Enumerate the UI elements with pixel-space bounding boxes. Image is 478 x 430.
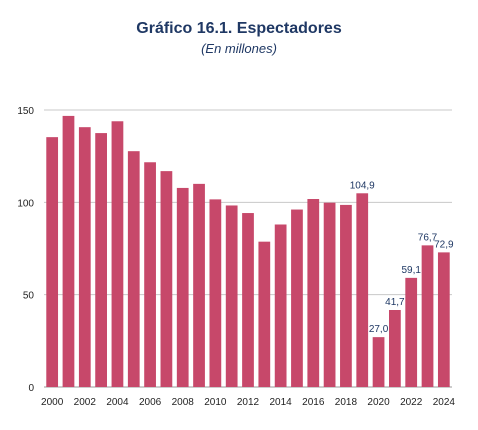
- x-tick-label: 2000: [41, 397, 64, 408]
- x-tick-label: 2022: [400, 397, 423, 408]
- bar: [437, 252, 450, 387]
- bar: [258, 241, 271, 387]
- bar: [193, 183, 205, 387]
- x-tick-label: 2004: [106, 397, 129, 408]
- bar: [389, 309, 401, 387]
- bar-series: [46, 115, 450, 388]
- x-axis-ticks: 2000 2002 2004 2006 2008 2010 2012 2014 2016 2018…: [41, 397, 455, 408]
- x-tick-label: 2024: [433, 397, 456, 408]
- bar: [127, 151, 140, 387]
- x-tick-label: 2006: [139, 397, 162, 408]
- bar: [225, 205, 238, 387]
- chart-title: Gráfico 16.1. Espectadores: [136, 20, 342, 37]
- bar: [291, 209, 303, 387]
- bar: [405, 277, 418, 387]
- data-label: 41,7: [385, 297, 405, 308]
- x-tick-label: 2008: [172, 397, 195, 408]
- x-tick-label: 2002: [74, 397, 97, 408]
- x-tick-label: 2018: [335, 397, 358, 408]
- bar: [111, 121, 124, 388]
- y-tick-label: 100: [17, 198, 34, 209]
- data-label: 59,1: [401, 265, 421, 276]
- bar: [176, 187, 189, 387]
- data-label: 104,9: [350, 180, 375, 191]
- bar: [46, 137, 59, 387]
- bar: [323, 202, 336, 387]
- bar: [78, 127, 91, 387]
- bar: [242, 213, 254, 387]
- data-label: 27,0: [369, 324, 389, 335]
- y-tick-label: 150: [17, 106, 34, 117]
- bar: [307, 199, 320, 387]
- x-tick-label: 2016: [302, 397, 325, 408]
- chart-subtitle: (En millones): [201, 41, 277, 56]
- data-label: 76,7: [418, 232, 438, 243]
- x-tick-label: 2010: [204, 397, 227, 408]
- bar: [209, 199, 222, 387]
- bar: [372, 337, 385, 387]
- y-tick-label: 50: [23, 291, 35, 302]
- bar: [340, 204, 352, 387]
- bar: [274, 224, 287, 387]
- bar: [356, 193, 369, 387]
- bar: [160, 171, 173, 387]
- x-tick-label: 2020: [367, 397, 390, 408]
- bar: [95, 133, 107, 387]
- y-axis-ticks: 0 50 100 150: [17, 106, 34, 394]
- data-labels: 104,9 27,0 41,7 59,1 76,772,9: [350, 180, 454, 335]
- bar: [62, 115, 75, 387]
- y-tick-label: 0: [28, 383, 34, 394]
- x-tick-label: 2014: [270, 397, 293, 408]
- bar: [144, 162, 156, 387]
- bar: [421, 245, 434, 387]
- data-label: 72,9: [434, 239, 454, 250]
- x-tick-label: 2012: [237, 397, 260, 408]
